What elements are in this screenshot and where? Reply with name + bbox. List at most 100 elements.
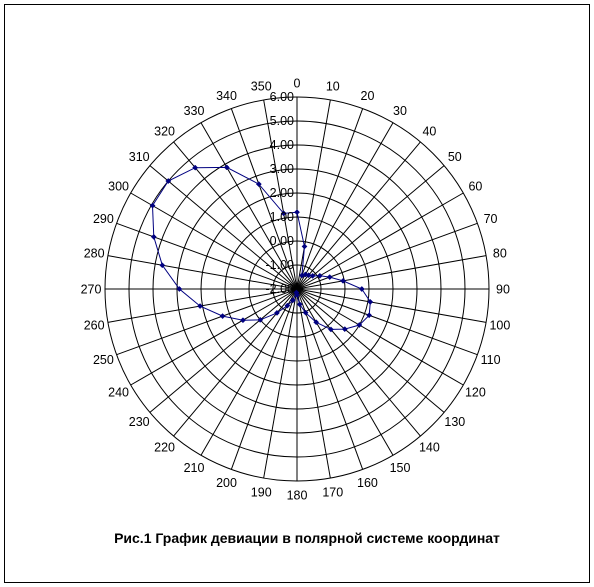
angle-label: 180 (287, 489, 308, 503)
data-point (284, 302, 291, 309)
angle-label: 130 (444, 415, 465, 429)
angle-label: 280 (84, 247, 105, 261)
grid-spoke (296, 288, 394, 456)
grid-spoke (107, 255, 298, 290)
radial-tick-label: 0.00 (270, 234, 294, 248)
radial-tick-label: 6.00 (270, 90, 294, 104)
grid-spoke (263, 99, 298, 290)
angle-label: 170 (322, 485, 343, 499)
radial-tick-label: 2.00 (270, 186, 294, 200)
angle-label: 200 (216, 476, 237, 490)
angle-labels: 0 10 20 30 40 50 60 70 80 90 100 110 120 130 140 150 160… (81, 77, 511, 503)
grid-spoke (296, 192, 464, 290)
grid-spoke (296, 122, 394, 290)
angle-label: 320 (154, 125, 175, 139)
angle-label: 10 (326, 80, 340, 94)
data-point (219, 313, 226, 320)
grid-spoke (116, 288, 298, 356)
data-point (240, 317, 246, 324)
grid-spoke (296, 288, 445, 413)
grid-spoke (296, 222, 478, 290)
data-point (309, 272, 316, 279)
grid-spoke (149, 288, 298, 413)
data-point (327, 326, 334, 333)
data-point (358, 286, 365, 292)
angle-label: 80 (493, 247, 507, 261)
data-point (367, 298, 374, 305)
data-point (255, 181, 262, 188)
data-point (289, 297, 296, 304)
data-point (302, 309, 309, 316)
data-point (302, 271, 309, 278)
data-point (294, 209, 300, 216)
angle-label: 70 (484, 212, 498, 226)
data-point (356, 322, 363, 328)
angle-label: 0 (294, 77, 301, 91)
angle-label: 40 (422, 125, 436, 139)
grid-spoke (296, 288, 364, 470)
radial-tick-label: 3.00 (270, 162, 294, 176)
angle-label: 140 (419, 440, 440, 454)
angle-label: 90 (496, 283, 510, 297)
grid-spoke (296, 288, 464, 386)
angle-label: 110 (481, 353, 501, 367)
radial-tick-labels: 6.00 5.00 4.00 3.00 2.00 1.00 0.00 -1.00 -2.00 (266, 90, 295, 296)
data-point (326, 274, 333, 281)
angle-label: 100 (489, 318, 510, 332)
angle-label: 340 (216, 89, 237, 103)
data-point (192, 164, 199, 171)
grid-spoke (296, 288, 421, 437)
angle-label: 150 (390, 461, 411, 475)
angle-label: 300 (108, 180, 129, 194)
angle-label: 310 (129, 150, 150, 164)
angle-label: 220 (154, 440, 175, 454)
data-point (301, 243, 308, 250)
data-point (197, 303, 204, 310)
radial-tick-label: 1.00 (270, 210, 294, 224)
data-point (305, 272, 312, 279)
chart-title: Рис.1 График девиации в полярной системе… (114, 530, 500, 546)
angle-label: 60 (468, 180, 482, 194)
data-point (341, 326, 348, 333)
angle-label: 330 (184, 104, 205, 118)
data-point (159, 262, 166, 269)
angle-label: 190 (251, 485, 272, 499)
data-point (165, 178, 172, 184)
angle-label: 350 (251, 80, 272, 94)
grid-spoke (130, 288, 298, 386)
grid-spoke (296, 108, 364, 290)
grid-spoke (230, 288, 298, 470)
data-point (366, 312, 373, 319)
data-point (340, 277, 347, 284)
grid-spoke (296, 141, 421, 290)
grid-spoke (263, 288, 298, 479)
grid-spoke (296, 255, 487, 290)
angle-label: 210 (184, 461, 205, 475)
radial-tick-label: -2.00 (266, 282, 295, 296)
angle-label: 50 (448, 150, 462, 164)
series-layer (149, 164, 374, 333)
data-point (149, 202, 156, 209)
radial-tick-label: -1.00 (266, 258, 295, 272)
grid-spoke (296, 288, 331, 479)
grid-spoke (296, 288, 487, 323)
grid-spoke (116, 222, 298, 290)
grid-spoke (130, 192, 298, 290)
angle-label: 30 (393, 104, 407, 118)
angle-label: 120 (465, 386, 486, 400)
grid-spoke (230, 108, 298, 290)
data-point (176, 286, 183, 292)
data-point (273, 309, 280, 316)
angle-label: 250 (93, 353, 114, 367)
data-point (223, 164, 230, 171)
grid-spoke (296, 288, 478, 356)
angle-label: 260 (84, 318, 105, 332)
data-point (280, 210, 287, 217)
data-point (296, 301, 303, 308)
data-point (257, 316, 264, 323)
angle-label: 290 (93, 212, 114, 226)
grid-spoke (149, 165, 298, 290)
polar-spokes (105, 97, 489, 481)
angle-label: 230 (129, 415, 150, 429)
